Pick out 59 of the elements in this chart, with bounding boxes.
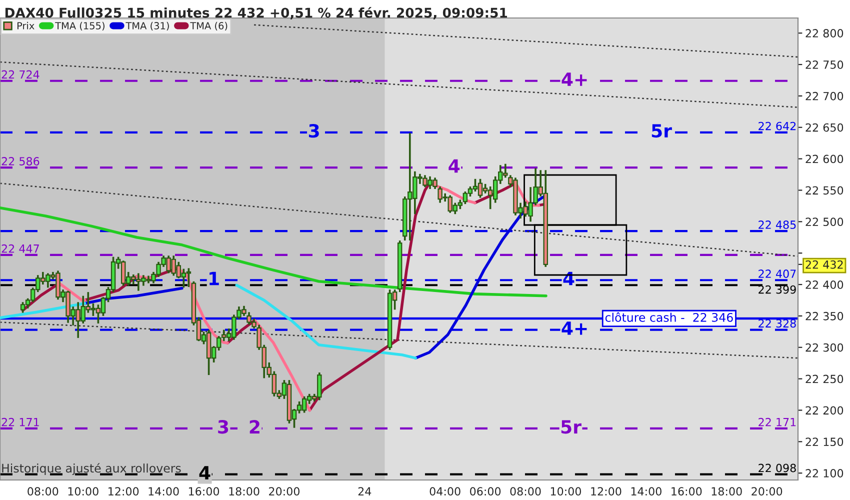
y-tick-label: 22 150 [806,438,844,446]
x-tick-label: 14:00 [148,487,179,496]
y-tick-label: 22 600 [806,154,844,164]
x-tick-label: 16:00 [188,487,220,496]
ref-line-label: clôture cash - 22 346 [605,312,733,322]
x-tick-label: 10:00 [550,487,582,496]
annotation: 1 [210,272,219,286]
annotation: 22 098 [758,464,796,472]
legend-label: TMA (31) [126,22,169,31]
annotation: 4 [448,159,460,173]
annotation: 22 642 [758,122,796,130]
annotation: 22 407 [758,270,796,278]
ref-line-label: 22 447 [2,244,39,253]
annotation: 3 [308,124,319,138]
y-tick-label: 22 432 [806,260,843,269]
annotation: 22 171 [758,418,796,426]
x-tick-label: 24 [358,487,372,496]
x-tick-label: 06:00 [470,487,501,496]
y-tick-label: 22 250 [806,374,844,384]
annotation: 4 [199,466,210,480]
annotation: 3 [218,420,228,434]
annotation: 22 485 [758,220,796,229]
chart-title: DAX40 Full0325 15 minutes 22 432 +0,51 % 24 févr. 2025, 09:09:51 [5,6,508,20]
annotation: 4+ [562,72,587,86]
x-tick-label: 16:00 [672,487,702,496]
y-tick-label: 22 700 [806,92,844,100]
annotation: 5r [652,124,672,138]
y-tick-label: 22 350 [806,312,844,320]
x-tick-label: 08:00 [28,487,58,496]
legend-label: Prix [17,22,34,30]
x-tick-label: 20:00 [269,487,300,496]
x-tick-label: 12:00 [591,487,622,496]
y-tick-label: 22 750 [806,60,844,69]
annotation: Historique ajusté aux rollovers [2,463,181,475]
annotation: 22 328 [758,319,796,328]
y-tick-label: 22 200 [806,406,844,415]
x-tick-label: 08:00 [510,487,541,496]
y-tick-label: 22 400 [806,280,844,289]
legend-label: TMA (6) [190,22,228,31]
y-tick-label: 22 650 [806,123,844,132]
y-tick-label: 22 500 [806,218,844,226]
ref-line-label: 22 586 [2,157,40,166]
x-tick-label: 14:00 [631,487,662,496]
x-tick-label: 10:00 [68,487,98,496]
x-tick-label: 18:00 [712,487,742,496]
legend-label: TMA (155) [55,22,104,31]
annotation: 5r [561,420,582,434]
x-tick-label: 20:00 [752,487,782,496]
annotation: 4+ [562,322,587,335]
ref-line-label: 22 724 [2,70,40,79]
x-tick-label: 04:00 [430,487,460,496]
y-tick-label: 22 550 [806,186,844,195]
y-tick-label: 22 100 [806,469,844,478]
y-tick-label: 22 300 [806,343,844,352]
x-tick-label: 18:00 [229,487,260,496]
annotation: 2 [250,420,260,434]
y-tick-label: 22 800 [806,29,844,38]
ref-line-label: 22 171 [2,418,39,426]
x-tick-label: 12:00 [108,487,139,496]
